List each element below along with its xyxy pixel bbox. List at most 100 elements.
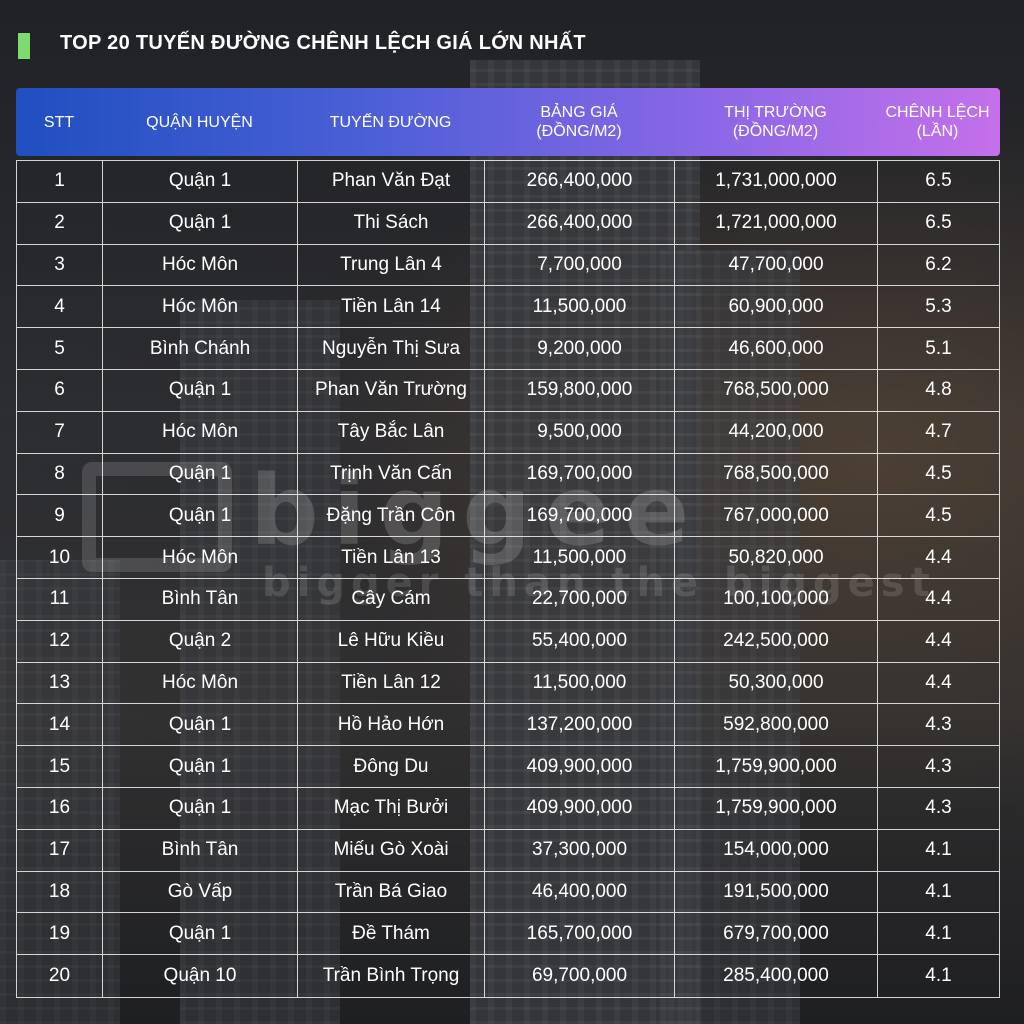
cell-district: Bình Chánh [103, 328, 298, 369]
cell-market-price: 1,759,900,000 [675, 787, 878, 829]
cell-district: Quận 2 [103, 620, 298, 662]
cell-official-price: 169,700,000 [485, 453, 675, 495]
cell-district: Quận 1 [103, 161, 298, 202]
cell-market-price: 44,200,000 [675, 411, 878, 453]
cell-stt: 16 [17, 787, 103, 829]
cell-street: Tiền Lân 12 [298, 662, 485, 704]
cell-difference: 4.1 [925, 922, 952, 944]
cell-official-price: 37,300,000 [485, 829, 675, 871]
table-row: 1 Quận 1 Phan Văn Đạt 266,400,000 1,731,000,… [17, 161, 999, 203]
header-stt: STT [16, 88, 102, 156]
cell-stt: 2 [17, 202, 103, 244]
cell-market-price: 191,500,000 [675, 871, 878, 913]
cell-street: Miếu Gò Xoài [298, 829, 485, 871]
cell-official-price: 7,700,000 [485, 244, 675, 286]
cell-market-price: 1,721,000,000 [675, 202, 878, 244]
table-row: 13 Hóc Môn Tiền Lân 12 11,500,000 50,300,000… [17, 662, 999, 705]
cell-difference: 4.8 [925, 379, 952, 401]
cell-difference: 4.4 [925, 630, 952, 652]
cell-difference: 5.1 [925, 337, 952, 359]
cell-market-price: 50,820,000 [675, 537, 878, 578]
background-building [660, 250, 800, 1024]
cell-market-price: 592,800,000 [675, 704, 878, 746]
cell-official-price: 9,200,000 [485, 328, 675, 369]
header-difference: CHÊNH LỆCH (LẦN) [877, 88, 998, 156]
cell-street: Phan Văn Trường [298, 369, 485, 411]
cell-market-price: 154,000,000 [675, 829, 878, 871]
cell-stt: 7 [17, 411, 103, 453]
cell-stt: 5 [17, 328, 103, 369]
cell-stt: 15 [17, 746, 103, 787]
cell-district: Hóc Môn [103, 537, 298, 578]
header-label: THỊ TRƯỜNG [724, 104, 827, 121]
cell-official-price: 165,700,000 [485, 913, 675, 955]
cell-market-price: 60,900,000 [675, 286, 878, 328]
cell-stt: 9 [17, 495, 103, 537]
cell-district: Quận 1 [103, 913, 298, 955]
table-row: 7 Hóc Môn Tây Bắc Lân 9,500,000 44,200,000 4.… [17, 411, 999, 454]
cell-district: Hóc Môn [103, 411, 298, 453]
cell-difference: 4.3 [925, 713, 952, 735]
header-label: TUYẾN ĐƯỜNG [329, 113, 452, 131]
cell-stt: 20 [17, 955, 103, 997]
cell-street: Cây Cám [298, 578, 485, 620]
cell-official-price: 55,400,000 [485, 620, 675, 662]
header-label: CHÊNH LỆCH [885, 104, 990, 121]
table-row: 18 Gò Vấp Trần Bá Giao 46,400,000 191,500,00… [17, 871, 999, 914]
cell-street: Tây Bắc Lân [298, 411, 485, 453]
cell-official-price: 137,200,000 [485, 704, 675, 746]
cell-difference: 6.2 [925, 253, 952, 275]
header-label: BẢNG GIÁ [540, 104, 618, 121]
cell-difference: 4.7 [925, 421, 952, 443]
cell-official-price: 409,900,000 [485, 787, 675, 829]
cell-district: Hóc Môn [103, 662, 298, 704]
header-unit: (ĐỒNG/M2) [536, 123, 622, 140]
table-row: 16 Quận 1 Mạc Thị Bưởi 409,900,000 1,759,900… [17, 787, 999, 830]
background-building [0, 560, 120, 1024]
cell-difference: 4.3 [925, 797, 952, 819]
table-row: 8 Quận 1 Trịnh Văn Cấn 169,700,000 768,500,0… [17, 453, 999, 496]
cell-district: Quận 1 [103, 202, 298, 244]
cell-stt: 17 [17, 829, 103, 871]
cell-stt: 14 [17, 704, 103, 746]
cell-market-price: 1,759,900,000 [675, 746, 878, 787]
table-row: 12 Quận 2 Lê Hữu Kiều 55,400,000 242,500,000… [17, 620, 999, 663]
table-row: 6 Quận 1 Phan Văn Trường 159,800,000 768,500… [17, 369, 999, 412]
cell-district: Quận 1 [103, 704, 298, 746]
cell-stt: 1 [17, 161, 103, 202]
header-label: QUẬN HUYỆN [146, 113, 253, 131]
cell-difference: 6.5 [925, 170, 952, 192]
cell-official-price: 69,700,000 [485, 955, 675, 997]
cell-official-price: 11,500,000 [485, 286, 675, 328]
watermark-tagline: bigger than the biggest [262, 560, 936, 606]
cell-stt: 19 [17, 913, 103, 955]
cell-difference: 5.3 [925, 295, 952, 317]
cell-street: Mạc Thị Bưởi [298, 787, 485, 829]
cell-market-price: 1,731,000,000 [675, 161, 878, 202]
cell-stt: 18 [17, 871, 103, 913]
cell-street: Phan Văn Đạt [298, 161, 485, 202]
header-district: QUẬN HUYỆN [102, 88, 297, 156]
cell-district: Gò Vấp [103, 871, 298, 913]
cell-street: Đặng Trần Côn [298, 495, 485, 537]
cell-street: Đề Thám [298, 913, 485, 955]
cell-market-price: 768,500,000 [675, 369, 878, 411]
cell-street: Tiền Lân 13 [298, 537, 485, 578]
table-row: 5 Bình Chánh Nguyễn Thị Sưa 9,200,000 46,600… [17, 328, 999, 370]
cell-district: Quận 10 [103, 955, 298, 997]
cell-market-price: 285,400,000 [675, 955, 878, 997]
cell-district: Quận 1 [103, 787, 298, 829]
cell-market-price: 47,700,000 [675, 244, 878, 286]
cell-official-price: 159,800,000 [485, 369, 675, 411]
cell-district: Quận 1 [103, 495, 298, 537]
table-row: 15 Quận 1 Đông Du 409,900,000 1,759,900,000 4… [17, 746, 999, 788]
cell-market-price: 242,500,000 [675, 620, 878, 662]
cell-difference: 4.1 [925, 880, 952, 902]
cell-district: Bình Tân [103, 829, 298, 871]
cell-official-price: 11,500,000 [485, 662, 675, 704]
cell-district: Quận 1 [103, 453, 298, 495]
cell-difference: 4.4 [925, 671, 952, 693]
cell-official-price: 169,700,000 [485, 495, 675, 537]
cell-stt: 6 [17, 369, 103, 411]
cell-street: Trần Bình Trọng [298, 955, 485, 997]
